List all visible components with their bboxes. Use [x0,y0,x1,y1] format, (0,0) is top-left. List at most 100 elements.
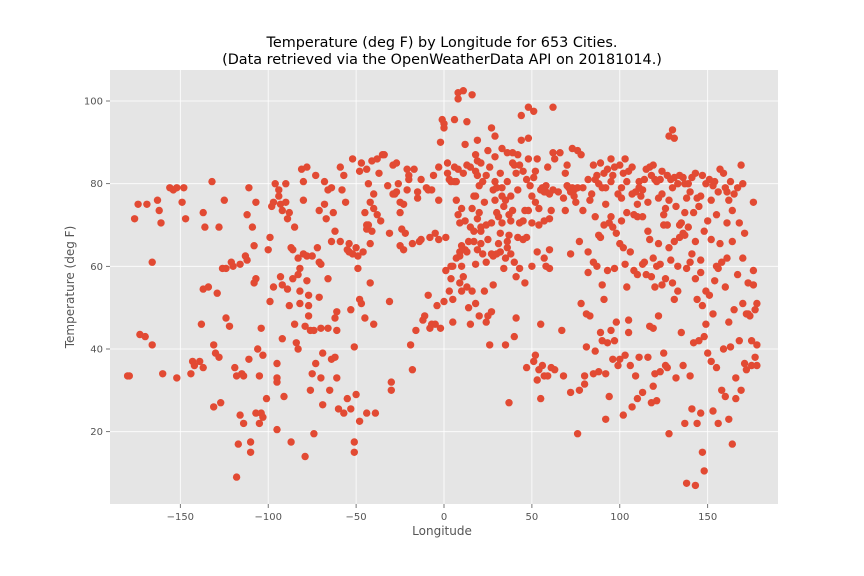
y-tick-label: 100 [84,97,103,108]
data-point [275,192,283,200]
data-point [359,248,367,256]
data-point [533,248,541,256]
data-point [665,196,673,204]
y-axis-label: Temperature (deg F) [63,226,77,350]
data-point [308,252,316,260]
data-point [660,221,668,229]
data-point [329,208,337,217]
data-point [747,361,756,370]
data-point [364,221,373,229]
data-point [623,177,631,186]
data-point [304,301,313,310]
data-point [570,192,578,200]
data-point [507,217,515,225]
data-point [605,392,613,401]
data-point [204,283,213,291]
data-point [746,312,754,320]
data-point [617,194,626,202]
data-point [633,394,642,403]
data-point [531,167,540,175]
data-point [357,299,366,308]
data-point [320,200,329,208]
data-point [681,208,689,217]
data-point [531,198,540,206]
data-point [473,215,482,223]
data-point [464,304,473,312]
data-point [322,215,330,223]
data-point [218,264,227,273]
data-point [723,219,731,227]
data-point [596,159,605,167]
data-point [289,275,297,283]
data-point [370,190,378,198]
data-point [273,374,281,382]
data-point [737,161,745,169]
data-point [521,279,529,287]
data-point [213,289,221,297]
data-point [517,136,525,144]
data-point [649,382,657,390]
data-point [239,372,248,380]
data-point [749,266,758,275]
data-point [544,163,552,171]
data-point [255,372,264,380]
data-point [558,326,566,335]
data-point [459,169,467,177]
data-point [549,103,557,111]
data-point [753,299,761,308]
data-point [287,438,295,446]
data-point [593,262,601,270]
data-point [596,233,605,242]
data-point [646,235,654,244]
data-point [675,221,684,229]
data-point [603,165,612,173]
x-tick-label: 150 [698,512,717,523]
data-point [684,180,692,188]
data-point [512,273,520,281]
data-point [514,233,522,242]
data-point [689,208,698,217]
data-point [619,244,627,252]
data-point [598,281,606,289]
data-point [304,291,313,299]
data-point [363,165,371,173]
data-point [324,324,332,332]
data-point [510,258,518,266]
data-point [452,254,460,262]
data-point [468,287,476,295]
y-tick-label: 40 [90,345,103,356]
data-point [732,394,740,403]
data-point [679,173,687,182]
data-point [617,217,626,225]
data-point [471,260,480,268]
data-point [197,320,206,328]
data-point [719,169,728,177]
data-point [501,341,510,349]
data-point [477,159,485,167]
data-point [324,275,332,283]
data-point [528,262,536,270]
data-point [500,202,508,211]
data-point [530,357,538,366]
data-point [691,169,700,177]
data-point [531,351,540,359]
data-point [341,198,350,206]
data-point [740,229,749,237]
data-point [296,264,304,273]
data-point [392,188,401,196]
data-point [602,370,610,378]
data-point [252,409,260,417]
data-point [275,186,283,194]
data-point [345,239,353,248]
data-point [561,206,569,215]
data-point [479,250,487,258]
data-point [524,155,533,163]
data-point [243,211,251,219]
data-point [491,196,499,204]
data-point [524,103,533,111]
data-point [355,417,364,425]
data-point [700,467,708,475]
data-point [612,318,620,326]
data-point [417,235,425,244]
data-point [486,341,494,349]
